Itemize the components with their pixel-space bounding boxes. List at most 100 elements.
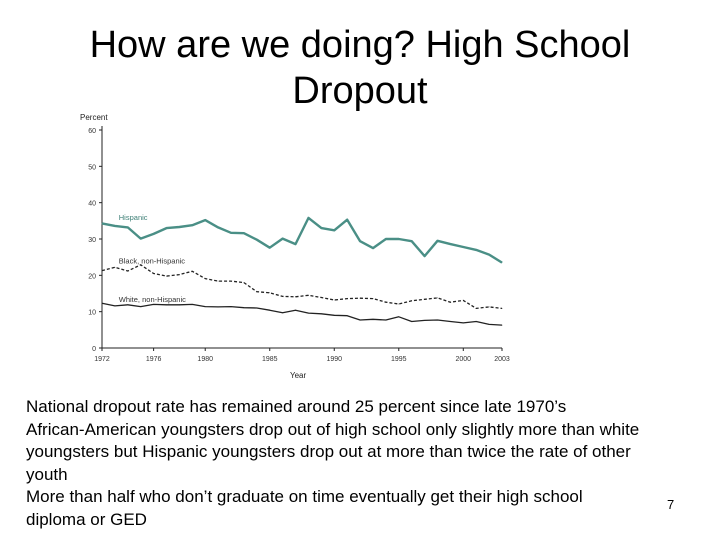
data-point: [140, 306, 142, 307]
data-point: [411, 240, 413, 242]
y-tick-label: 40: [88, 201, 96, 208]
data-point: [153, 233, 154, 235]
data-point: [114, 225, 116, 227]
data-point: [256, 239, 258, 241]
data-point: [437, 297, 438, 299]
data-point: [127, 270, 129, 272]
data-point: [424, 255, 425, 257]
data-point: [269, 247, 271, 249]
x-tick-label: 1995: [391, 356, 407, 363]
data-point: [372, 318, 374, 320]
data-point: [450, 243, 451, 245]
data-point: [243, 232, 245, 234]
x-tick-label: 2003: [494, 356, 510, 363]
data-point: [385, 301, 387, 303]
data-point: [166, 227, 167, 229]
data-point: [204, 219, 206, 221]
data-point: [372, 298, 374, 299]
slide-title-line-1: How are we doing? High School: [89, 24, 631, 66]
data-point: [346, 219, 348, 221]
data-point: [101, 302, 103, 304]
data-point: [424, 298, 425, 300]
data-point: [179, 226, 180, 228]
series-label: White, non-Hispanic: [119, 295, 186, 304]
data-point: [398, 303, 400, 305]
data-point: [114, 266, 116, 268]
data-point: [424, 320, 425, 321]
data-point: [488, 324, 490, 325]
data-point: [282, 296, 283, 297]
data-point: [140, 264, 142, 266]
x-tick-label: 1976: [146, 356, 162, 363]
series-line-black-non-hispanic: [101, 264, 503, 310]
x-axis-label: Year: [290, 371, 307, 380]
data-point: [153, 273, 154, 274]
data-point: [450, 301, 451, 303]
data-point: [462, 246, 464, 248]
data-point: [217, 306, 219, 308]
series-line-hispanic: [101, 216, 503, 264]
x-tick-label: 1985: [262, 356, 278, 363]
data-point: [359, 240, 361, 242]
data-point: [153, 304, 154, 305]
data-point: [166, 275, 167, 277]
data-point: [269, 292, 271, 294]
data-point: [321, 297, 322, 298]
data-point: [282, 312, 283, 314]
y-tick-label: 50: [88, 164, 96, 171]
data-point: [256, 307, 258, 309]
data-point: [398, 238, 400, 240]
data-point: [140, 238, 142, 240]
series-line-white-non-hispanic: [101, 302, 503, 326]
data-point: [166, 304, 167, 306]
data-point: [385, 238, 387, 240]
x-tick-label: 1980: [197, 356, 213, 363]
y-tick-label: 20: [88, 273, 96, 280]
data-point: [308, 217, 309, 219]
note-line-4: youth: [26, 464, 68, 484]
x-tick-label: 1972: [94, 356, 110, 363]
data-point: [372, 247, 374, 249]
data-point: [501, 308, 503, 309]
data-point: [114, 305, 116, 307]
data-point: [450, 321, 451, 322]
data-point: [321, 227, 322, 229]
y-tick-label: 30: [88, 237, 96, 244]
data-point: [308, 294, 309, 296]
data-point: [243, 282, 245, 283]
y-axis-label: Percent: [80, 113, 108, 122]
data-point: [191, 224, 193, 226]
data-point: [127, 304, 129, 306]
data-point: [333, 314, 335, 316]
data-point: [295, 243, 296, 245]
data-point: [475, 249, 477, 251]
note-line-2: African-American youngsters drop out of …: [26, 419, 640, 439]
data-point: [359, 319, 361, 321]
data-point: [269, 309, 271, 311]
data-point: [411, 300, 413, 302]
data-point: [230, 280, 232, 282]
data-point: [308, 312, 309, 314]
dropout-rate-line-chart: Percent Year 0 10 20 30 40 50 60 1972 1976 1980 19…: [80, 113, 510, 380]
data-point: [398, 316, 400, 318]
slide-title: How are we doing? High School Dropout: [60, 22, 660, 114]
data-point: [101, 270, 103, 271]
data-point: [217, 280, 219, 282]
y-tick-label: 0: [92, 346, 96, 353]
data-point: [191, 304, 193, 305]
note-line-1: National dropout rate has remained aroun…: [26, 397, 567, 416]
slide-title-line-2: Dropout: [292, 70, 428, 112]
y-tick-label: 10: [88, 310, 96, 317]
data-point: [101, 223, 103, 224]
slide-notes: National dropout rate has remained aroun…: [26, 396, 686, 531]
data-point: [217, 227, 219, 228]
data-point: [295, 309, 296, 311]
data-point: [204, 306, 206, 307]
data-point: [488, 254, 490, 256]
data-point: [501, 324, 503, 326]
data-point: [127, 227, 129, 228]
data-point: [179, 274, 180, 275]
x-tick-label: 1990: [326, 356, 342, 363]
data-point: [346, 315, 348, 317]
x-tick-label: 2000: [456, 356, 472, 363]
